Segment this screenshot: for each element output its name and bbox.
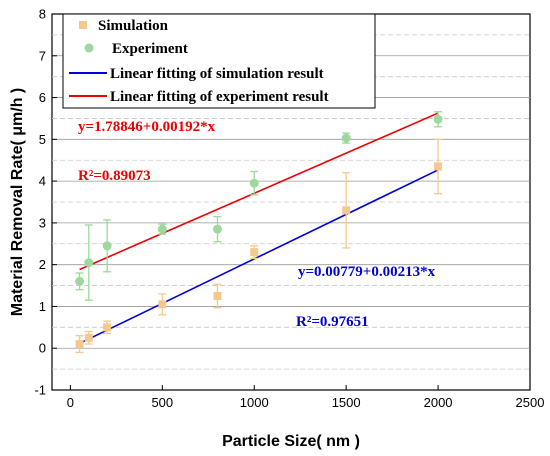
x-tick-label: 0 bbox=[67, 395, 74, 410]
y-axis-title: Material Removal Rate( μm/h ) bbox=[9, 88, 26, 317]
y-tick-label: 7 bbox=[39, 48, 46, 63]
simulation-point bbox=[434, 162, 443, 171]
simulation-point bbox=[213, 292, 222, 300]
x-tick-label: 500 bbox=[151, 395, 173, 410]
x-axis-title: Particle Size( nm ) bbox=[222, 433, 360, 450]
legend-label-experiment: Experiment bbox=[112, 41, 188, 57]
x-tick-label: 1500 bbox=[332, 395, 361, 410]
y-tick-label: 6 bbox=[39, 90, 46, 105]
legend-marker-simulation bbox=[79, 21, 87, 29]
annotation-sim-equation: y=0.00779+0.00213*x bbox=[298, 264, 436, 280]
simulation-point bbox=[158, 300, 167, 309]
y-tick-label: 3 bbox=[39, 215, 46, 230]
simulation-point bbox=[342, 206, 351, 215]
annotation-exp-equation: y=1.78846+0.00192*x bbox=[78, 119, 216, 135]
simulation-point bbox=[84, 333, 93, 342]
experiment-point bbox=[157, 224, 167, 234]
fit-line bbox=[79, 169, 439, 345]
fit-lines bbox=[79, 112, 439, 345]
experiment-point bbox=[341, 133, 351, 143]
experiment-point bbox=[212, 224, 222, 234]
simulation-point bbox=[250, 248, 259, 257]
experiment-point bbox=[84, 258, 94, 268]
experiment-point bbox=[249, 178, 259, 188]
legend: Simulation Experiment Linear fitting of … bbox=[62, 13, 376, 109]
x-axis: 0 500 1000 1500 2000 2500 bbox=[67, 385, 545, 410]
fit-line bbox=[79, 112, 439, 271]
experiment-point bbox=[102, 241, 112, 251]
y-tick-label: 1 bbox=[39, 299, 46, 314]
experiment-point bbox=[433, 114, 443, 124]
legend-label-experiment-fit: Linear fitting of experiment result bbox=[110, 89, 329, 105]
y-tick-label: 5 bbox=[39, 132, 46, 147]
legend-marker-experiment bbox=[84, 43, 94, 53]
y-tick-label: 4 bbox=[39, 174, 46, 189]
legend-label-simulation-fit: Linear fitting of simulation result bbox=[110, 66, 324, 82]
simulation-point bbox=[75, 340, 84, 349]
x-tick-label: 2000 bbox=[424, 395, 453, 410]
experiment-point bbox=[75, 276, 85, 286]
x-tick-label: 1000 bbox=[240, 395, 269, 410]
y-tick-label: 8 bbox=[39, 7, 46, 22]
y-axis: -1 0 1 2 3 4 5 6 7 8 bbox=[34, 7, 57, 398]
y-tick-label: 0 bbox=[39, 341, 46, 356]
simulation-point bbox=[103, 323, 112, 332]
y-tick-label: 2 bbox=[39, 257, 46, 272]
annotation-sim-r2: R²=0.97651 bbox=[296, 314, 369, 330]
legend-box bbox=[62, 13, 376, 109]
data-points bbox=[75, 111, 443, 354]
x-tick-label: 2500 bbox=[516, 395, 545, 410]
annotation-exp-r2: R²=0.89073 bbox=[78, 168, 151, 184]
legend-label-simulation: Simulation bbox=[98, 18, 169, 34]
y-tick-label: -1 bbox=[34, 383, 46, 398]
